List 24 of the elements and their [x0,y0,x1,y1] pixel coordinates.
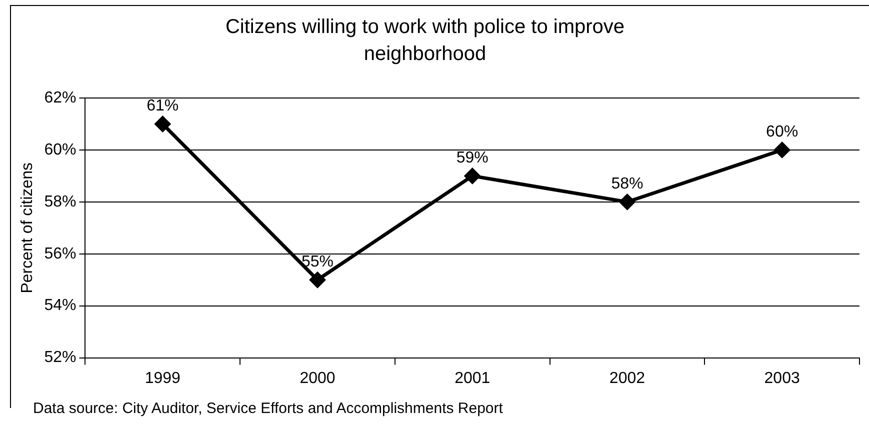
y-axis-title: Percent of citizens [19,162,36,294]
x-tick-label: 1999 [144,370,181,387]
y-tick-label: 58% [44,193,76,210]
point [774,142,790,158]
data-label: 59% [456,149,488,166]
y-tick-label: 62% [44,89,76,106]
point [464,168,480,184]
y-tick-label: 56% [44,245,76,262]
point [619,194,635,210]
data-label: 61% [146,97,179,114]
x-tick-label: 2001 [454,370,490,387]
point [310,272,326,288]
y-tick-label: 54% [44,297,76,314]
source-note: Data source: City Auditor, Service Efforts and Accomplishments Report [33,400,503,417]
x-tick-label: 2002 [609,370,646,387]
data-label: 60% [766,123,798,140]
chart-title: Citizens willing to work with police to improve neighborhood [224,15,626,67]
point [154,116,170,132]
data-label: 58% [611,175,644,192]
x-tick-label: 2003 [764,370,800,387]
x-tick-label: 2000 [300,370,336,387]
y-tick-label: 52% [44,349,76,366]
y-tick-label: 60% [44,141,76,158]
data-label: 55% [301,253,334,270]
